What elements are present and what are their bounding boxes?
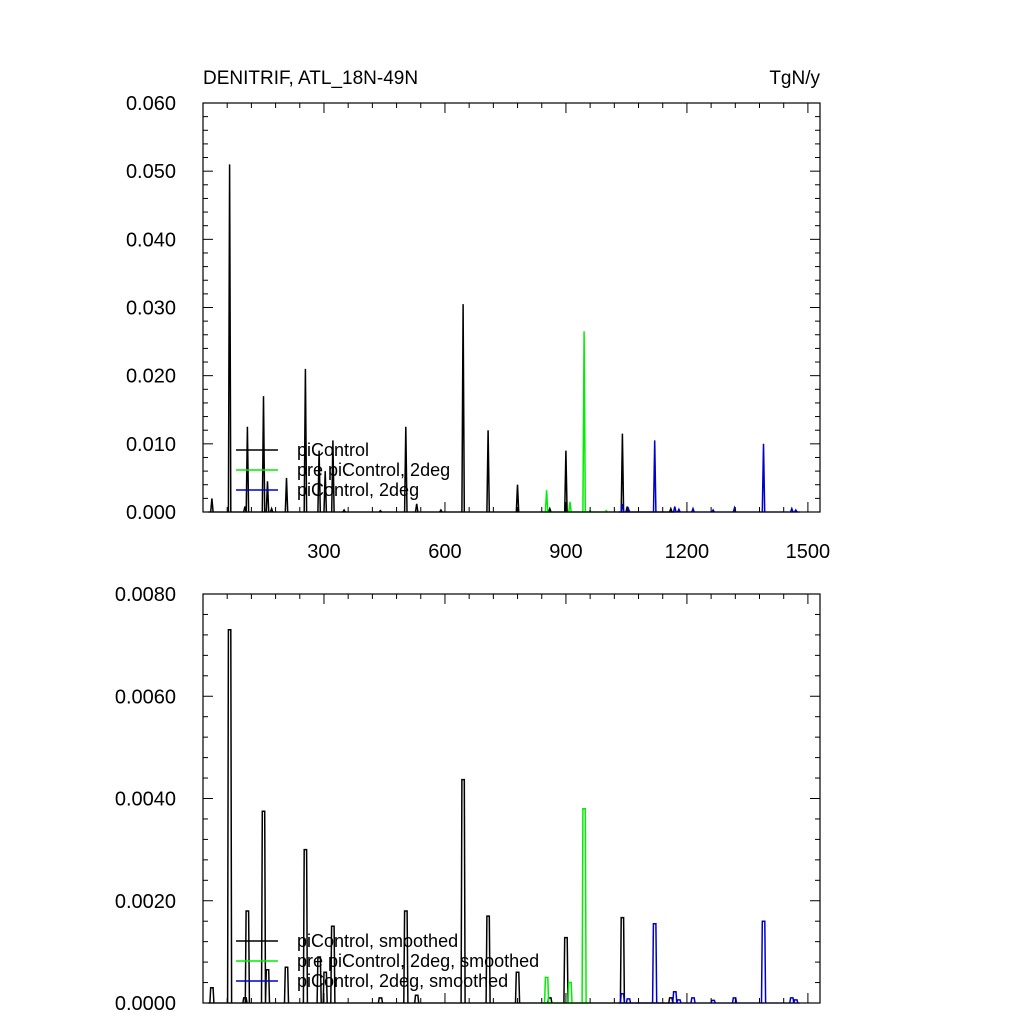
bottom-series-line-1	[543, 807, 587, 1004]
top-y-tick-label: 0.020	[126, 366, 176, 388]
top-y-tick-label: 0.000	[126, 502, 176, 524]
top-x-tick-label: 1200	[665, 541, 710, 563]
bottom-plot-frame	[202, 593, 821, 1004]
top-x-tick-label: 300	[307, 541, 340, 563]
top-legend-label-0: piControl	[297, 440, 369, 460]
top-y-tick-label: 0.040	[126, 229, 176, 251]
top-y-tick-label: 0.030	[126, 298, 176, 320]
bottom-y-tick-label: 0.0040	[115, 789, 176, 811]
units-label: TgN/y	[769, 68, 820, 89]
bottom-axis-ticks: 0.0000 0.0020 0.0040 0.0060 0.0080	[115, 584, 820, 1015]
top-series-line-0	[209, 164, 673, 513]
top-plot-frame	[202, 102, 821, 513]
top-x-tick-label: 1500	[786, 541, 831, 563]
bottom-y-tick-label: 0.0020	[115, 891, 176, 913]
bottom-series-line-0	[209, 629, 674, 1004]
top-y-tick-label: 0.010	[126, 434, 176, 456]
chart-title: DENITRIF, ATL_18N-49N	[203, 68, 418, 89]
bottom-y-tick-label: 0.0000	[115, 993, 176, 1015]
bottom-series-line-2	[619, 920, 799, 1004]
top-panel: 300 600 900 1200 1500 0.000 0.010 0.020 0.030 0.0…	[126, 93, 830, 563]
top-x-tick-label: 600	[428, 541, 461, 563]
bottom-panel: 0.0000 0.0020 0.0040 0.0060 0.0080 piControl…	[115, 584, 821, 1015]
top-axis-ticks: 300 600 900 1200 1500 0.000 0.010 0.020 0.030 0.0…	[126, 93, 830, 563]
bottom-legend-label-1: pre piControl, 2deg, smoothed	[297, 951, 539, 971]
top-series-line-2	[620, 440, 798, 513]
top-x-tick-label: 900	[549, 541, 582, 563]
top-y-tick-label: 0.060	[126, 93, 176, 115]
bottom-legend-label-0: piControl, smoothed	[297, 931, 458, 951]
top-legend-label-1: pre piControl, 2deg	[297, 460, 450, 480]
bottom-legend-label-2: piControl, 2deg, smoothed	[297, 971, 508, 991]
top-y-tick-label: 0.050	[126, 161, 176, 183]
bottom-y-tick-label: 0.0060	[115, 686, 176, 708]
top-legend-label-2: piControl, 2deg	[297, 480, 419, 500]
top-series-line-1	[544, 331, 609, 513]
bottom-y-tick-label: 0.0080	[115, 584, 176, 606]
